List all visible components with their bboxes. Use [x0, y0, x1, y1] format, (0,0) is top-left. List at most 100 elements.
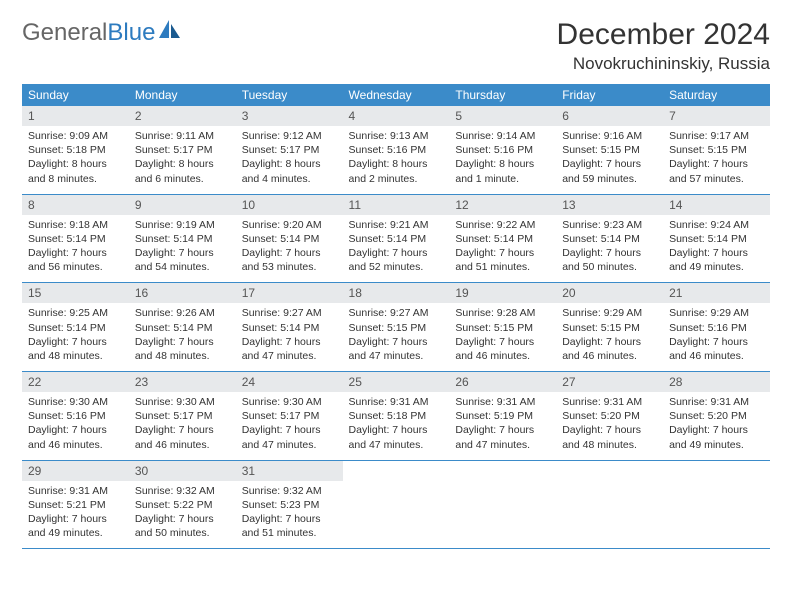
- calendar-cell: 4Sunrise: 9:13 AMSunset: 5:16 PMDaylight…: [343, 106, 450, 194]
- day-data: Sunrise: 9:18 AMSunset: 5:14 PMDaylight:…: [22, 215, 129, 283]
- calendar-cell: 11Sunrise: 9:21 AMSunset: 5:14 PMDayligh…: [343, 194, 450, 283]
- calendar-cell: 9Sunrise: 9:19 AMSunset: 5:14 PMDaylight…: [129, 194, 236, 283]
- day-data: Sunrise: 9:25 AMSunset: 5:14 PMDaylight:…: [22, 303, 129, 371]
- logo: GeneralBlue: [22, 18, 183, 47]
- calendar-cell: 19Sunrise: 9:28 AMSunset: 5:15 PMDayligh…: [449, 283, 556, 372]
- day-header: Wednesday: [343, 84, 450, 106]
- day-data: Sunrise: 9:30 AMSunset: 5:17 PMDaylight:…: [129, 392, 236, 460]
- day-number: 9: [129, 195, 236, 215]
- day-data: Sunrise: 9:29 AMSunset: 5:16 PMDaylight:…: [663, 303, 770, 371]
- day-number: 4: [343, 106, 450, 126]
- day-number: 15: [22, 283, 129, 303]
- day-header: Sunday: [22, 84, 129, 106]
- day-number: 10: [236, 195, 343, 215]
- logo-text-blue: Blue: [107, 19, 155, 47]
- calendar-table: SundayMondayTuesdayWednesdayThursdayFrid…: [22, 84, 770, 549]
- day-number: 25: [343, 372, 450, 392]
- calendar-cell: 5Sunrise: 9:14 AMSunset: 5:16 PMDaylight…: [449, 106, 556, 194]
- day-data: Sunrise: 9:26 AMSunset: 5:14 PMDaylight:…: [129, 303, 236, 371]
- calendar-cell: 25Sunrise: 9:31 AMSunset: 5:18 PMDayligh…: [343, 372, 450, 461]
- calendar-week: 8Sunrise: 9:18 AMSunset: 5:14 PMDaylight…: [22, 194, 770, 283]
- location: Novokruchininskiy, Russia: [557, 54, 770, 74]
- day-data: Sunrise: 9:22 AMSunset: 5:14 PMDaylight:…: [449, 215, 556, 283]
- month-title: December 2024: [557, 18, 770, 52]
- day-data: Sunrise: 9:29 AMSunset: 5:15 PMDaylight:…: [556, 303, 663, 371]
- calendar-cell: 28Sunrise: 9:31 AMSunset: 5:20 PMDayligh…: [663, 372, 770, 461]
- logo-text-general: General: [22, 19, 107, 47]
- calendar-cell: 14Sunrise: 9:24 AMSunset: 5:14 PMDayligh…: [663, 194, 770, 283]
- calendar-cell: 27Sunrise: 9:31 AMSunset: 5:20 PMDayligh…: [556, 372, 663, 461]
- day-number: 20: [556, 283, 663, 303]
- calendar-cell: [556, 460, 663, 549]
- day-header-row: SundayMondayTuesdayWednesdayThursdayFrid…: [22, 84, 770, 106]
- day-data: Sunrise: 9:11 AMSunset: 5:17 PMDaylight:…: [129, 126, 236, 194]
- calendar-cell: 29Sunrise: 9:31 AMSunset: 5:21 PMDayligh…: [22, 460, 129, 549]
- day-number: 2: [129, 106, 236, 126]
- day-number: 26: [449, 372, 556, 392]
- header: GeneralBlue December 2024 Novokruchinins…: [22, 18, 770, 74]
- calendar-cell: 20Sunrise: 9:29 AMSunset: 5:15 PMDayligh…: [556, 283, 663, 372]
- day-data: Sunrise: 9:27 AMSunset: 5:14 PMDaylight:…: [236, 303, 343, 371]
- day-data: Sunrise: 9:09 AMSunset: 5:18 PMDaylight:…: [22, 126, 129, 194]
- day-data: Sunrise: 9:16 AMSunset: 5:15 PMDaylight:…: [556, 126, 663, 194]
- calendar-cell: 16Sunrise: 9:26 AMSunset: 5:14 PMDayligh…: [129, 283, 236, 372]
- day-number: 14: [663, 195, 770, 215]
- day-data: Sunrise: 9:28 AMSunset: 5:15 PMDaylight:…: [449, 303, 556, 371]
- calendar-cell: 15Sunrise: 9:25 AMSunset: 5:14 PMDayligh…: [22, 283, 129, 372]
- day-number: 18: [343, 283, 450, 303]
- day-number: 5: [449, 106, 556, 126]
- calendar-cell: 1Sunrise: 9:09 AMSunset: 5:18 PMDaylight…: [22, 106, 129, 194]
- day-number: 6: [556, 106, 663, 126]
- title-block: December 2024 Novokruchininskiy, Russia: [557, 18, 770, 74]
- day-data: Sunrise: 9:27 AMSunset: 5:15 PMDaylight:…: [343, 303, 450, 371]
- day-data: Sunrise: 9:31 AMSunset: 5:19 PMDaylight:…: [449, 392, 556, 460]
- day-data: Sunrise: 9:31 AMSunset: 5:20 PMDaylight:…: [663, 392, 770, 460]
- day-data: Sunrise: 9:20 AMSunset: 5:14 PMDaylight:…: [236, 215, 343, 283]
- day-number: 31: [236, 461, 343, 481]
- calendar-cell: 23Sunrise: 9:30 AMSunset: 5:17 PMDayligh…: [129, 372, 236, 461]
- calendar-cell: [663, 460, 770, 549]
- day-data: Sunrise: 9:23 AMSunset: 5:14 PMDaylight:…: [556, 215, 663, 283]
- day-header: Thursday: [449, 84, 556, 106]
- calendar-cell: 7Sunrise: 9:17 AMSunset: 5:15 PMDaylight…: [663, 106, 770, 194]
- calendar-cell: [343, 460, 450, 549]
- day-data: Sunrise: 9:17 AMSunset: 5:15 PMDaylight:…: [663, 126, 770, 194]
- day-data: Sunrise: 9:32 AMSunset: 5:23 PMDaylight:…: [236, 481, 343, 549]
- calendar-cell: 12Sunrise: 9:22 AMSunset: 5:14 PMDayligh…: [449, 194, 556, 283]
- calendar-cell: 13Sunrise: 9:23 AMSunset: 5:14 PMDayligh…: [556, 194, 663, 283]
- calendar-cell: 30Sunrise: 9:32 AMSunset: 5:22 PMDayligh…: [129, 460, 236, 549]
- day-number: 24: [236, 372, 343, 392]
- day-number: 17: [236, 283, 343, 303]
- day-data: Sunrise: 9:30 AMSunset: 5:16 PMDaylight:…: [22, 392, 129, 460]
- calendar-week: 15Sunrise: 9:25 AMSunset: 5:14 PMDayligh…: [22, 283, 770, 372]
- day-number: 30: [129, 461, 236, 481]
- day-number: 16: [129, 283, 236, 303]
- day-number: 22: [22, 372, 129, 392]
- day-header: Monday: [129, 84, 236, 106]
- sail-icon: [157, 18, 183, 47]
- day-data: Sunrise: 9:31 AMSunset: 5:20 PMDaylight:…: [556, 392, 663, 460]
- day-number: 29: [22, 461, 129, 481]
- day-data: Sunrise: 9:30 AMSunset: 5:17 PMDaylight:…: [236, 392, 343, 460]
- day-number: 8: [22, 195, 129, 215]
- calendar-cell: 2Sunrise: 9:11 AMSunset: 5:17 PMDaylight…: [129, 106, 236, 194]
- day-number: 12: [449, 195, 556, 215]
- calendar-cell: 22Sunrise: 9:30 AMSunset: 5:16 PMDayligh…: [22, 372, 129, 461]
- day-data: Sunrise: 9:32 AMSunset: 5:22 PMDaylight:…: [129, 481, 236, 549]
- calendar-week: 22Sunrise: 9:30 AMSunset: 5:16 PMDayligh…: [22, 372, 770, 461]
- day-data: Sunrise: 9:31 AMSunset: 5:18 PMDaylight:…: [343, 392, 450, 460]
- calendar-week: 29Sunrise: 9:31 AMSunset: 5:21 PMDayligh…: [22, 460, 770, 549]
- day-number: 28: [663, 372, 770, 392]
- day-number: 23: [129, 372, 236, 392]
- calendar-cell: 26Sunrise: 9:31 AMSunset: 5:19 PMDayligh…: [449, 372, 556, 461]
- calendar-cell: 24Sunrise: 9:30 AMSunset: 5:17 PMDayligh…: [236, 372, 343, 461]
- calendar-week: 1Sunrise: 9:09 AMSunset: 5:18 PMDaylight…: [22, 106, 770, 194]
- calendar-cell: 17Sunrise: 9:27 AMSunset: 5:14 PMDayligh…: [236, 283, 343, 372]
- day-header: Saturday: [663, 84, 770, 106]
- calendar-cell: 3Sunrise: 9:12 AMSunset: 5:17 PMDaylight…: [236, 106, 343, 194]
- calendar-cell: [449, 460, 556, 549]
- calendar-cell: 18Sunrise: 9:27 AMSunset: 5:15 PMDayligh…: [343, 283, 450, 372]
- day-number: 3: [236, 106, 343, 126]
- day-number: 11: [343, 195, 450, 215]
- day-number: 1: [22, 106, 129, 126]
